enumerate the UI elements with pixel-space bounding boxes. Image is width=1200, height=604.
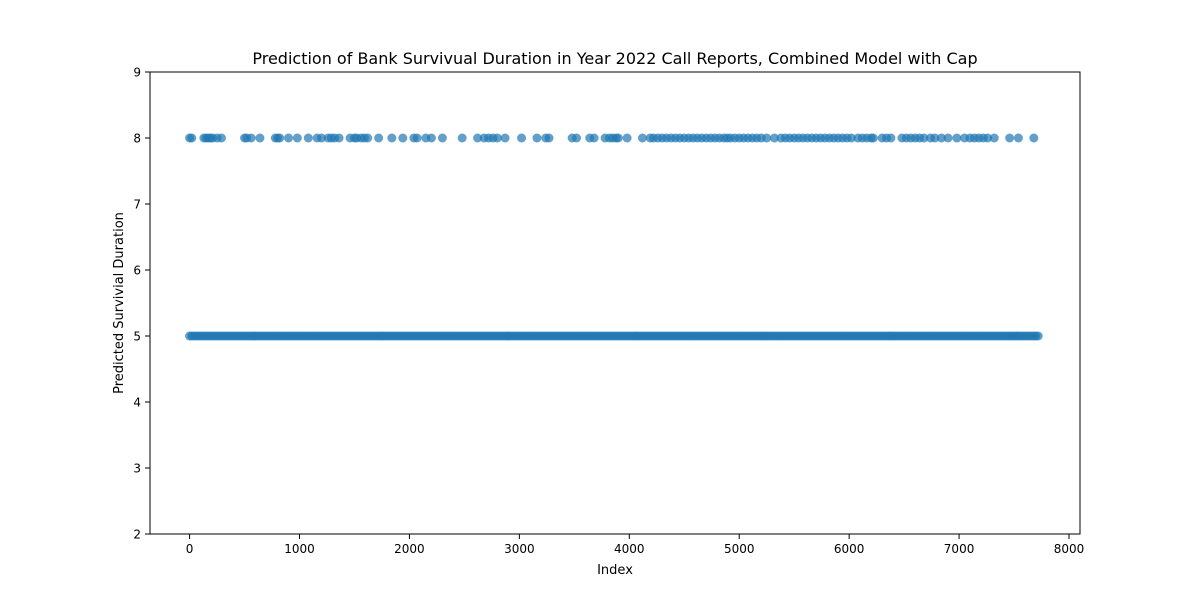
data-point [943, 133, 953, 143]
data-point [187, 133, 197, 143]
data-point [426, 133, 436, 143]
data-point [868, 133, 878, 143]
data-point [1005, 133, 1015, 143]
plot-area [150, 72, 1080, 534]
y-axis-ticks: 2 3 4 5 6 7 8 9 [133, 66, 150, 542]
data-point [930, 133, 940, 143]
data-point [363, 133, 373, 143]
data-point [846, 133, 856, 143]
y-tick-label: 6 [133, 264, 141, 278]
x-axis-ticks: 0 1000 2000 3000 4000 5000 6000 7000 8000 [186, 534, 1085, 556]
y-tick-label: 8 [133, 132, 141, 146]
data-point [246, 133, 256, 143]
scatter-points [185, 133, 1043, 341]
x-tick-label: 8000 [1054, 542, 1085, 556]
data-point [532, 133, 542, 143]
data-point [589, 133, 599, 143]
data-point [292, 133, 302, 143]
y-tick-label: 3 [133, 462, 141, 476]
data-point [952, 133, 962, 143]
data-point [1013, 133, 1023, 143]
data-point [473, 133, 483, 143]
data-point [613, 133, 623, 143]
data-point [284, 133, 294, 143]
plot-frame [149, 71, 1081, 535]
data-point [637, 133, 647, 143]
y-tick-label: 7 [133, 198, 141, 212]
data-point [334, 133, 344, 143]
y-axis-label: Predicted Survivial Duration [112, 212, 127, 394]
data-point [303, 133, 313, 143]
data-point [500, 133, 510, 143]
data-point [886, 133, 896, 143]
x-tick-label: 4000 [614, 542, 645, 556]
data-point [983, 133, 993, 143]
x-tick-label: 5000 [724, 542, 755, 556]
data-point [398, 133, 408, 143]
data-point [437, 133, 447, 143]
y-tick-label: 4 [133, 396, 141, 410]
x-tick-label: 6000 [834, 542, 865, 556]
data-point [1029, 133, 1039, 143]
data-point [622, 133, 632, 143]
x-axis-label: Index [597, 563, 633, 578]
chart-title: Prediction of Bank Survivual Duration in… [252, 49, 977, 68]
data-point [492, 133, 502, 143]
data-point [457, 133, 467, 143]
y-tick-label: 9 [133, 66, 141, 80]
data-point [769, 133, 779, 143]
y-tick-label: 5 [133, 330, 141, 344]
data-point [517, 133, 527, 143]
x-tick-label: 0 [186, 542, 194, 556]
data-point [387, 133, 397, 143]
data-point [374, 133, 384, 143]
data-point [572, 133, 582, 143]
data-point [762, 133, 772, 143]
data-point [936, 133, 946, 143]
data-point [1033, 331, 1043, 341]
x-tick-label: 3000 [504, 542, 535, 556]
data-point [544, 133, 554, 143]
data-point [275, 133, 285, 143]
data-point [919, 133, 929, 143]
x-tick-label: 2000 [394, 542, 425, 556]
y-tick-label: 2 [133, 528, 141, 542]
data-point [316, 133, 326, 143]
data-point [989, 133, 999, 143]
x-tick-label: 7000 [944, 542, 975, 556]
data-point [255, 133, 265, 143]
data-point [412, 133, 422, 143]
x-tick-label: 1000 [284, 542, 315, 556]
data-point [216, 133, 226, 143]
